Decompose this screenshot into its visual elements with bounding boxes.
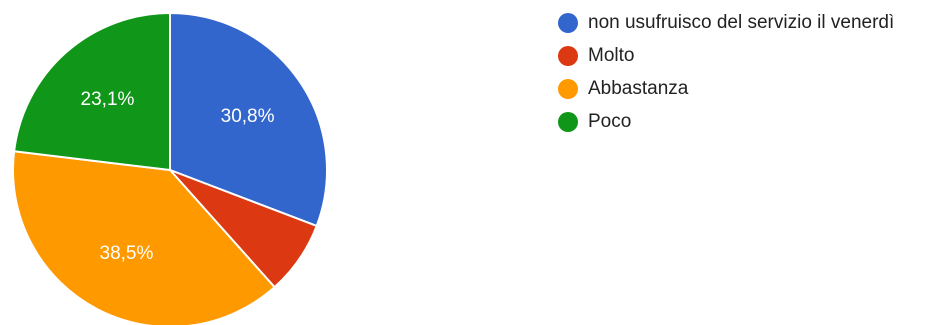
legend-swatch-icon	[558, 13, 578, 33]
legend-label: Poco	[588, 111, 632, 132]
pie-slice-2	[12, 150, 276, 325]
legend-label: Molto	[588, 45, 635, 66]
legend-item-2[interactable]: Abbastanza	[558, 78, 894, 100]
pie-slice-3	[13, 11, 171, 172]
legend-swatch-icon	[558, 79, 578, 99]
pie-slice-0	[169, 11, 328, 228]
legend-item-1[interactable]: Molto	[558, 45, 894, 67]
slice-value-label-2: 38,5%	[100, 243, 154, 264]
legend-swatch-icon	[558, 46, 578, 66]
legend-swatch-icon	[558, 112, 578, 132]
legend-label: non usufruisco del servizio il venerdì	[588, 12, 895, 33]
slice-value-label-3: 23,1%	[81, 89, 135, 110]
legend-item-3[interactable]: Poco	[558, 111, 894, 133]
pie-chart-svg: 30,8% 38,5% 23,1%	[12, 11, 328, 325]
legend-item-0[interactable]: non usufruisco del servizio il venerdì	[558, 12, 894, 34]
chart-legend: non usufruisco del servizio il venerdì Mo…	[558, 12, 894, 144]
legend-label: Abbastanza	[588, 78, 689, 99]
slice-value-label-0: 30,8%	[221, 106, 275, 127]
